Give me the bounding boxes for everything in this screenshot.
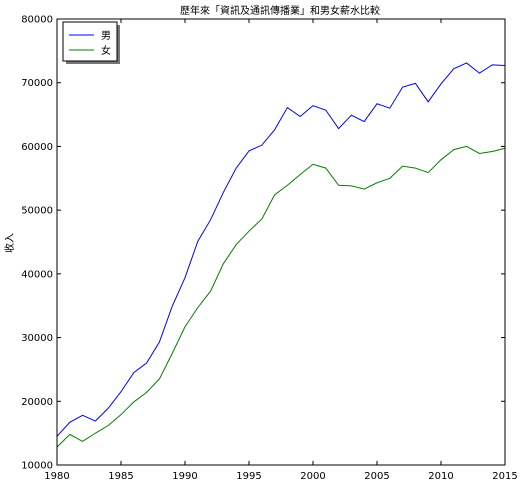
x-tick-label: 1995	[236, 471, 261, 482]
legend-label-male: 男	[101, 30, 111, 42]
plot-frame	[56, 18, 506, 466]
x-tick-label: 2010	[428, 471, 453, 482]
x-tick-label: 1990	[172, 471, 197, 482]
x-tick-label: 2015	[492, 471, 517, 482]
x-tick-label: 1985	[108, 471, 133, 482]
y-tick-label: 80000	[21, 15, 53, 26]
y-tick-label: 10000	[21, 461, 53, 472]
series-layer	[56, 62, 506, 448]
y-tick-label: 60000	[21, 142, 53, 153]
x-tick-label: 2005	[364, 471, 389, 482]
chart-title: 歷年來「資訊及通訊傳播業」和男女薪水比較	[180, 4, 380, 17]
ticks-layer: 1980 1985 1990 1995 2000 2005 2010 2015 10000 200…	[21, 15, 518, 483]
y-tick-label: 70000	[21, 78, 53, 89]
y-tick-label: 40000	[21, 269, 53, 280]
legend: 男 女	[62, 21, 120, 64]
x-tick-label: 2000	[300, 471, 325, 482]
x-tick-label: 1980	[44, 471, 69, 482]
series-line-female	[56, 145, 506, 448]
y-axis-label: 收入	[3, 233, 16, 253]
legend-box	[62, 21, 118, 62]
y-tick-label: 30000	[21, 333, 53, 344]
legend-label-female: 女	[101, 44, 111, 57]
y-tick-label: 50000	[21, 206, 53, 217]
series-line-male	[56, 62, 506, 437]
y-tick-label: 20000	[21, 397, 53, 408]
